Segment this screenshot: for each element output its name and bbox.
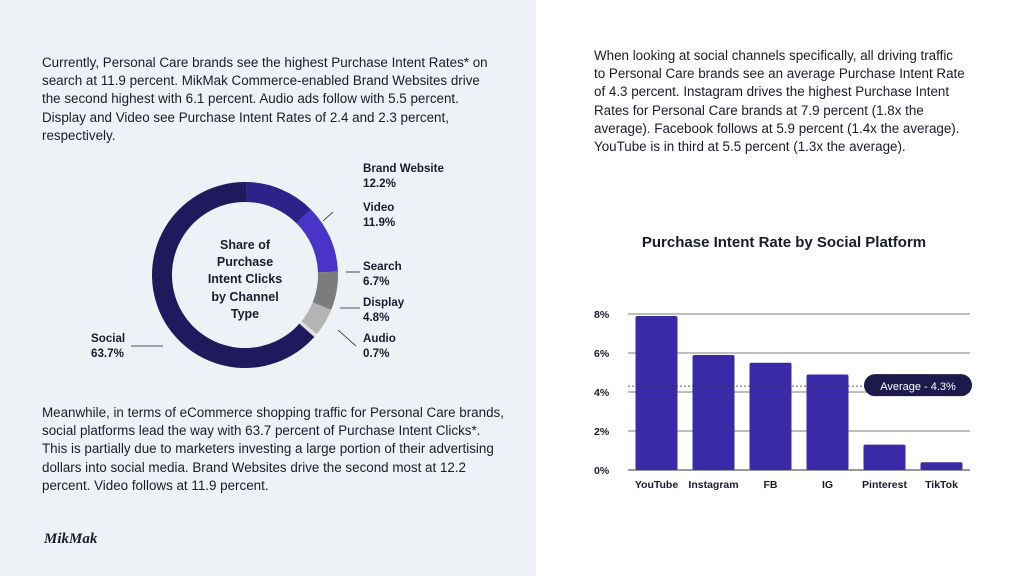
x-tick-label: TikTok <box>925 479 958 491</box>
donut-label-search: Search 6.7% <box>363 260 402 289</box>
logo-text: MikMak <box>44 531 98 547</box>
donut-slice-social <box>152 182 315 368</box>
donut-label-display: Display 4.8% <box>363 296 404 325</box>
bar-chart-title: Purchase Intent Rate by Social Platform <box>641 234 927 251</box>
bar-ig <box>806 374 849 470</box>
left-panel <box>0 0 536 576</box>
donut-title-line: by Channel <box>211 289 279 304</box>
donut-slice-audio <box>299 321 317 338</box>
donut-title-line: Share of <box>219 238 270 252</box>
right-panel <box>536 0 1024 576</box>
slice-name: Display <box>363 296 405 309</box>
donut-label-social: Social 63.7% <box>91 332 125 361</box>
leader-video <box>322 211 334 222</box>
x-tick-label: YouTube <box>635 479 679 491</box>
donut-slice-display <box>301 302 332 334</box>
mikmak-logo: MikMak <box>44 531 98 547</box>
y-tick-label: 8% <box>594 309 610 321</box>
x-tick-label: FB <box>764 479 778 491</box>
donut-slice-brand-website <box>246 182 311 224</box>
donut-title-line: Type <box>230 306 260 321</box>
slice-value: 4.8% <box>363 310 390 324</box>
donut-label-brand-website: Brand Website 12.2% <box>363 162 444 191</box>
slice-name: Brand Website <box>363 162 444 175</box>
y-tick-label: 0% <box>594 465 610 477</box>
y-tick-label: 6% <box>594 348 610 360</box>
donut-slice-search <box>312 271 338 310</box>
donut-title-line: Intent Clicks <box>207 272 283 287</box>
x-tick-label: Pinterest <box>862 479 907 491</box>
slice-value: 0.7% <box>363 346 390 360</box>
x-tick-label: IG <box>822 479 833 491</box>
slice-value: 11.9% <box>363 215 396 229</box>
donut-slice-video <box>296 209 338 273</box>
slice-name: Search <box>363 260 402 273</box>
bar-tiktok <box>920 462 963 470</box>
donut-label-audio: Audio 0.7% <box>363 332 396 361</box>
y-tick-label: 4% <box>594 387 610 399</box>
slice-name: Audio <box>363 332 396 345</box>
donut-label-video: Video 11.9% <box>363 201 395 230</box>
bar-instagram <box>692 354 735 470</box>
donut-center-title: Share of Purchase Intent Clicks by Chann… <box>184 237 306 323</box>
y-tick-label: 2% <box>594 426 610 438</box>
average-badge <box>864 374 972 397</box>
leader-audio <box>337 329 357 347</box>
social-platform-bar-chart: 0% 2% 4% 6% 8% YouTube Instagram FB IG Pinterest T… <box>594 309 972 491</box>
intro-paragraph: Currently, Personal Care brands see the … <box>42 55 488 143</box>
social-platform-paragraph: When looking at social channels specific… <box>594 48 965 155</box>
slice-value: 6.7% <box>363 274 390 288</box>
slice-value: 12.2% <box>363 176 396 190</box>
average-label: Average - 4.3% <box>880 381 956 393</box>
slice-value: 63.7% <box>91 346 124 360</box>
slice-name: Social <box>91 332 126 345</box>
bar-pinterest <box>863 444 906 470</box>
bar-youtube <box>635 315 678 470</box>
x-tick-label: Instagram <box>688 479 738 491</box>
donut-title-line: Purchase <box>216 255 274 270</box>
slice-name: Video <box>363 201 395 214</box>
social-paragraph: Meanwhile, in terms of eCommerce shoppin… <box>42 405 504 493</box>
bar-fb <box>749 362 792 470</box>
channel-donut-chart <box>152 182 338 368</box>
